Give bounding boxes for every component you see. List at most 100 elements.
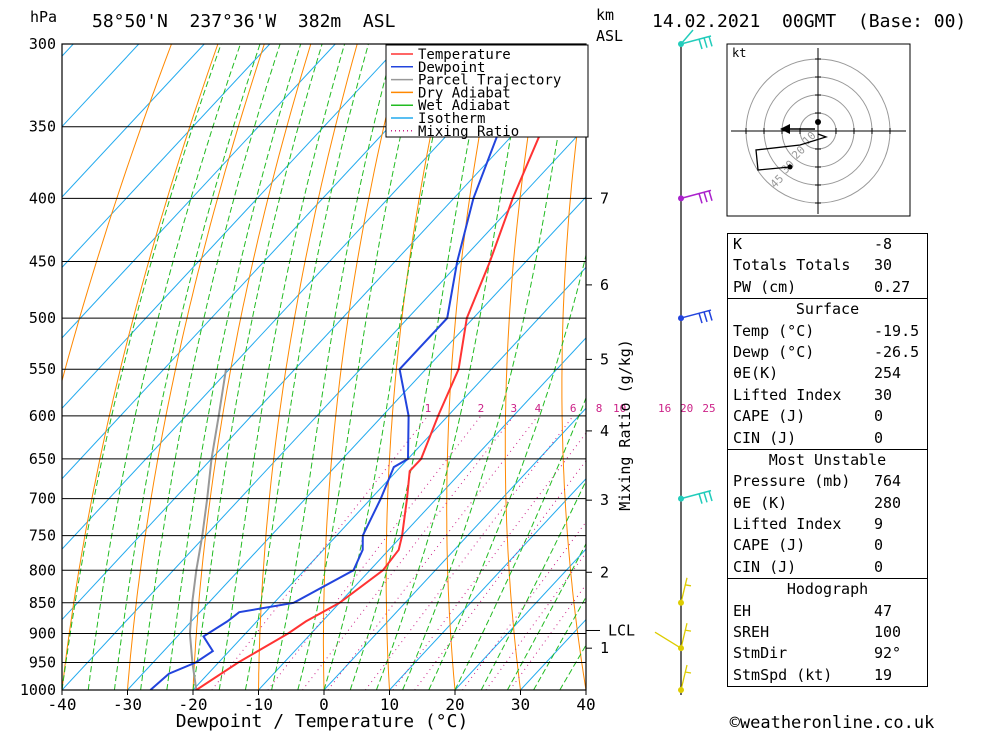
hpa-label: hPa [30, 8, 57, 26]
wet-adiabat-line [349, 44, 489, 690]
dry-adiabat-line [192, 44, 312, 690]
wet-adiabat-line [140, 44, 281, 690]
copyright-text: ©weatheronline.co.uk [730, 713, 935, 733]
mixing-ratio-label: 16 [658, 402, 671, 415]
hodograph-stat-row-value: 100 [874, 623, 902, 642]
location-title: 58°50'N 237°36'W 382m ASL [92, 11, 396, 32]
most-unstable-row: Pressure (mb) 764 [728, 471, 927, 492]
pressure-tick-label: 700 [29, 490, 56, 508]
totals-totals-value: 30 [874, 256, 893, 275]
k-index-row: K -8 [728, 234, 927, 255]
most-unstable-row-label: CIN (J) [733, 557, 797, 576]
surface-row-label: Lifted Index [733, 385, 842, 404]
mixing-ratio-line [509, 583, 586, 690]
wind-barb [680, 489, 712, 500]
surface-row-value: -19.5 [874, 321, 920, 340]
legend-label: Parcel Trajectory [418, 73, 561, 89]
wind-barb-flag [703, 311, 708, 323]
mixing-ratio-line [267, 415, 482, 690]
pressure-tick-label: 950 [29, 653, 56, 671]
pw-value: 0.27 [874, 277, 911, 296]
legend-box [385, 44, 589, 138]
mixing-ratio-label: 8 [596, 402, 603, 415]
pressure-tick-label: 800 [29, 561, 56, 579]
wind-barb [680, 623, 688, 649]
isotherm-line [62, 55, 586, 621]
dry-adiabat-line [127, 44, 265, 690]
wind-profile [654, 29, 713, 695]
x-tick-label: -30 [113, 695, 142, 714]
surface-row-value: 254 [874, 364, 902, 383]
lcl-label: LCL [608, 621, 635, 639]
surface-row-value: -26.5 [874, 342, 920, 361]
surface-row: Temp (°C) -19.5 [728, 321, 927, 342]
wind-barb-flag [708, 490, 713, 502]
mixing-ratio-line [485, 551, 586, 690]
hodograph-stat-row-label: EH [733, 601, 752, 620]
surface-row-label: θE(K) [733, 364, 779, 383]
dry-adiabat-line [62, 44, 172, 383]
wind-barb-flag [684, 629, 692, 632]
pressure-tick-label: 650 [29, 450, 56, 468]
wind-barb [680, 309, 712, 319]
wet-adiabat-line [506, 542, 586, 690]
x-tick-label: -20 [179, 695, 208, 714]
wind-barb-flag [698, 312, 703, 324]
km-tick-label: 6 [600, 276, 609, 294]
wet-adiabat-line [62, 44, 222, 690]
pressure-tick-label: 850 [29, 594, 56, 612]
isotherm-line [62, 44, 467, 480]
km-tick-label: 1 [600, 639, 609, 657]
x-tick-label: 40 [576, 695, 595, 714]
hodograph-unit-label: kt [732, 46, 746, 60]
x-tick-label: 0 [319, 695, 329, 714]
isotherm-line [127, 196, 586, 690]
pressure-tick-label: 400 [29, 189, 56, 207]
x-tick-label: 20 [445, 695, 464, 714]
most-unstable-row-label: Pressure (mb) [733, 472, 851, 491]
mixing-ratio-line [327, 415, 539, 690]
mixing-ratio-label: 3 [510, 402, 517, 415]
most-unstable-row-label: θE (K) [733, 493, 788, 512]
totals-totals-label: Totals Totals [733, 256, 851, 275]
most-unstable-row: CIN (J) 0 [728, 557, 927, 578]
wet-adiabat-line [166, 44, 302, 690]
pw-row: PW (cm) 0.27 [728, 277, 927, 298]
dry-adiabat-line [670, 44, 717, 690]
isotherm-line [62, 44, 140, 128]
isotherm-line [62, 44, 271, 269]
mixing-ratio-axis-label: Mixing Ratio (g/kg) [616, 339, 634, 511]
most-unstable-row-value: 764 [874, 472, 902, 491]
wind-barb-flag [698, 38, 703, 50]
isotherm-line [454, 548, 586, 690]
mixing-ratio-label: 6 [570, 402, 577, 415]
km-tick-label: 2 [600, 563, 609, 581]
mixing-ratio-label: 10 [613, 402, 626, 415]
datetime-title: 14.02.2021 00GMT (Base: 00) [652, 11, 966, 32]
isotherm-line [258, 337, 586, 690]
surface-row-value: 0 [874, 428, 884, 447]
x-tick-label: 10 [380, 695, 399, 714]
hodograph-stats-section: EH 47 SREH 100 StmDir 92° StmSpd (kt) 19 [728, 601, 927, 687]
legend-label: Dry Adiabat [418, 85, 511, 101]
indices-table: K -8 Totals Totals 30 PW (cm) 0.27 Surface … [727, 233, 928, 688]
wet-adiabat-line [218, 44, 346, 690]
hodograph-stat-row-label: SREH [733, 623, 770, 642]
mixing-ratio-label: 20 [680, 402, 693, 415]
wet-adiabat-line [428, 252, 586, 690]
wet-adiabat-line [113, 44, 261, 690]
hodograph-stat-row: EH 47 [728, 601, 927, 622]
wet-adiabat-line [192, 44, 323, 690]
legend-label: Dewpoint [418, 60, 485, 76]
pressure-tick-label: 900 [29, 624, 56, 642]
dry-adiabat-line [561, 62, 586, 690]
isotherm-line [323, 407, 586, 690]
hodograph: kt 10203045 [726, 43, 911, 217]
dry-adiabat-line [446, 44, 497, 690]
dry-adiabat-line [258, 44, 358, 690]
hodograph-stat-row: SREH 100 [728, 622, 927, 643]
wind-barb [680, 189, 712, 200]
legend-label: Temperature [418, 47, 511, 63]
asl-label: ASL [596, 27, 623, 45]
mixing-ratio-label: 1 [425, 402, 432, 415]
